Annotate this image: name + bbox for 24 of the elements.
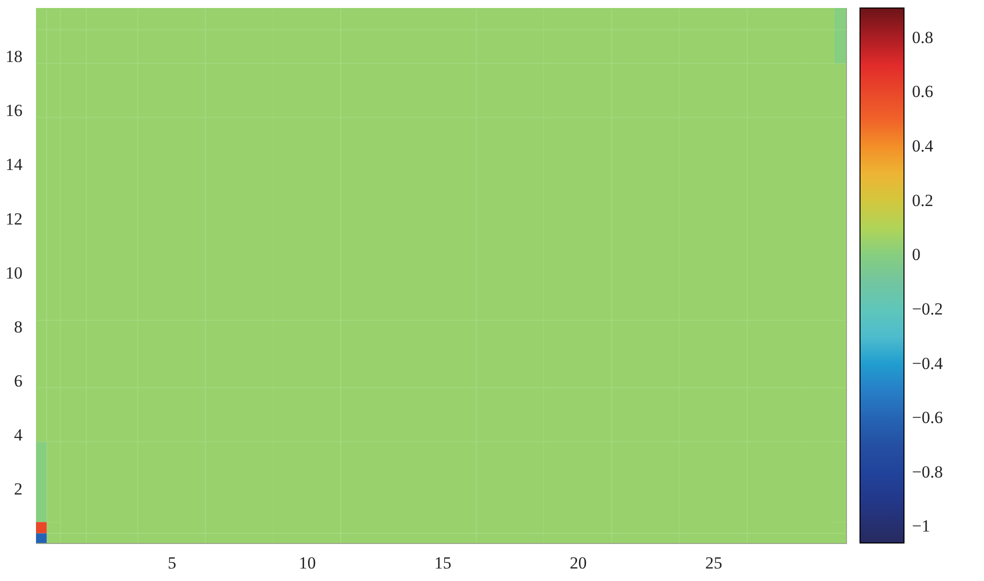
color-bar-label: 0.6 <box>912 82 934 102</box>
y-tick-label: 2 <box>14 479 22 498</box>
x-tick-label: 20 <box>570 554 587 572</box>
x-tick-label: 15 <box>434 554 452 572</box>
color-bar-label: 0.4 <box>912 136 934 156</box>
x-tick-label: 10 <box>298 554 316 572</box>
y-tick-label: 12 <box>6 209 22 228</box>
y-tick-label: 6 <box>14 371 22 390</box>
y-tick-label: 18 <box>6 47 22 66</box>
y-tick-label: 4 <box>14 425 23 444</box>
color-bar-label: 0 <box>912 245 920 264</box>
y-tick-label: 8 <box>14 317 22 336</box>
color-bar-label: 0.2 <box>912 190 934 210</box>
color-bar-label: −0.8 <box>912 462 943 482</box>
y-tick-label: 14 <box>6 155 23 174</box>
color-bar-label: −0.6 <box>912 408 943 428</box>
color-bar-label: 0.8 <box>912 28 934 47</box>
color-bar-label: −1 <box>912 516 930 536</box>
y-tick-label: 16 <box>6 101 22 120</box>
x-tick-label: 5 <box>168 554 176 572</box>
color-bar-label: −0.4 <box>912 354 944 373</box>
x-tick-label: 25 <box>705 554 722 572</box>
y-tick-label: 10 <box>6 263 22 282</box>
color-bar-label: −0.2 <box>912 299 943 318</box>
